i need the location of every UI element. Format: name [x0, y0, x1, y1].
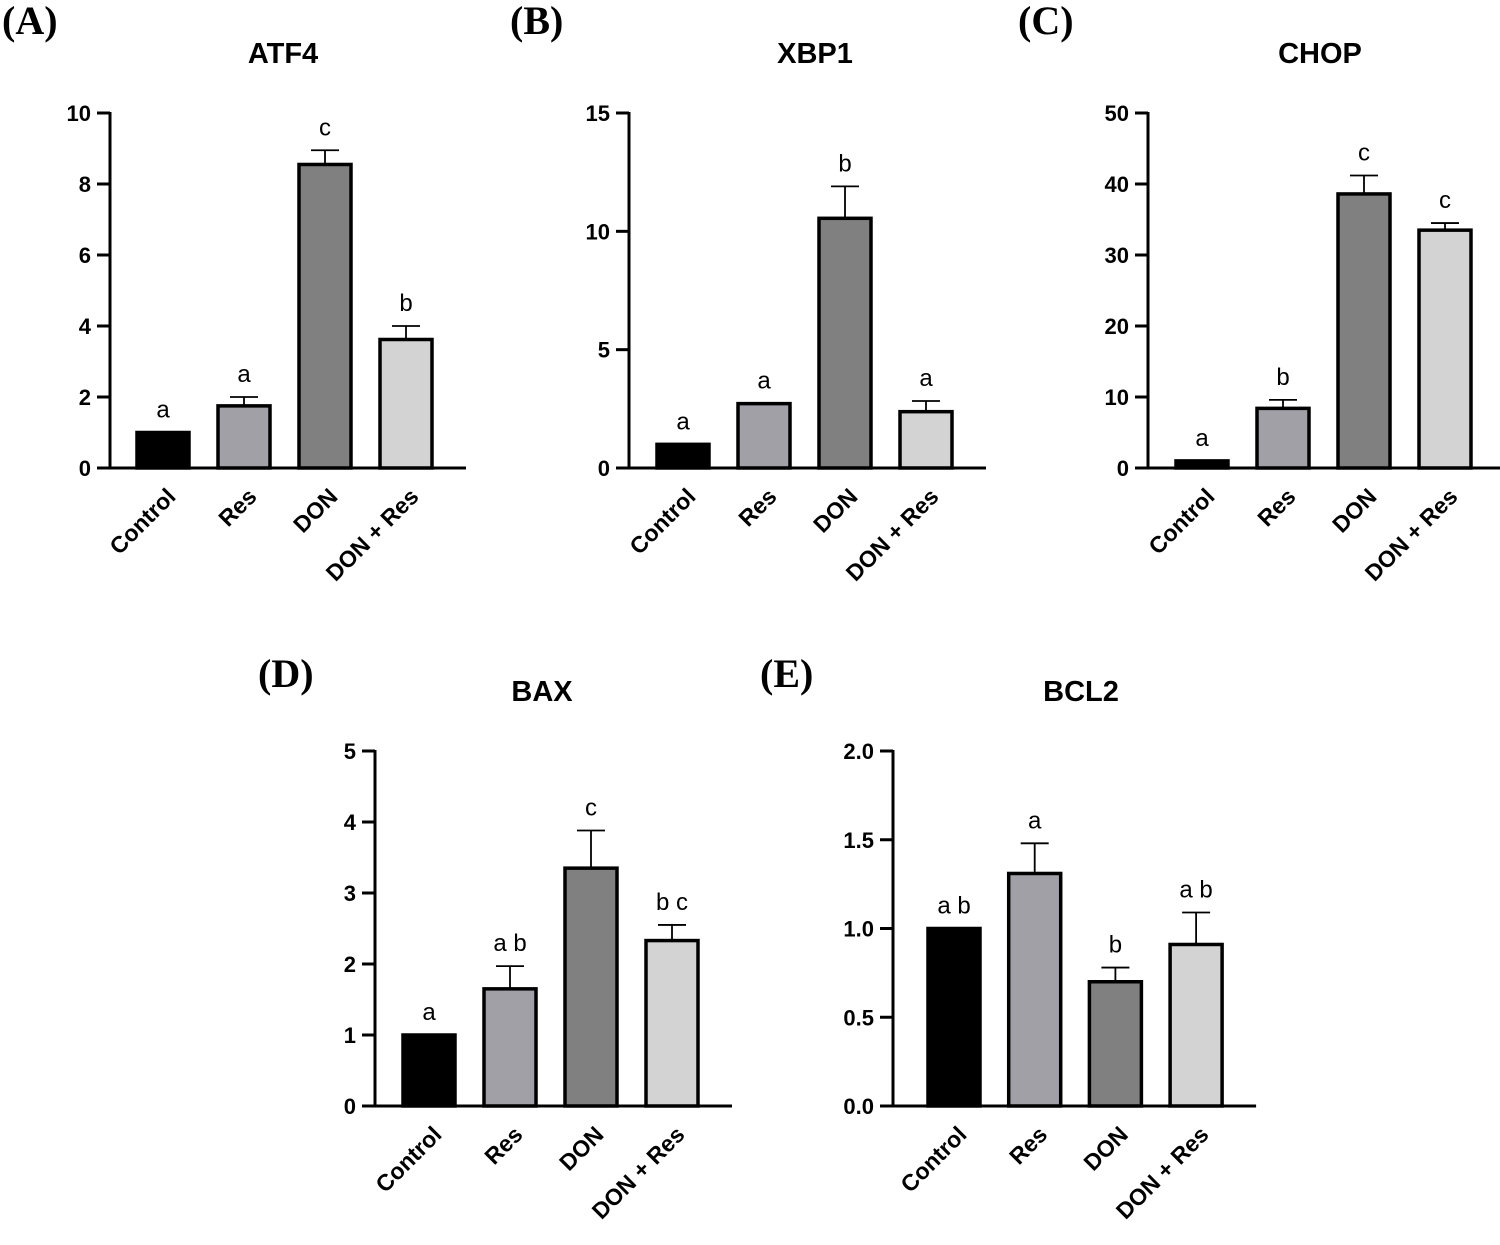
significance-label: c — [319, 114, 331, 141]
y-tick-label: 0 — [79, 456, 91, 481]
significance-label: b — [1109, 932, 1122, 959]
significance-label: a — [237, 361, 251, 388]
significance-label: a — [156, 397, 170, 424]
y-tick-label: 2.0 — [843, 739, 874, 764]
significance-label: b — [399, 290, 412, 317]
significance-label: c — [1439, 187, 1451, 214]
significance-label: b — [838, 150, 851, 177]
significance-label: a — [1028, 807, 1042, 834]
bar-don-res — [644, 938, 700, 1108]
bar-control — [655, 442, 711, 470]
bar-don — [1087, 980, 1144, 1108]
y-tick-label: 4 — [344, 810, 357, 835]
y-tick-label: 4 — [79, 314, 92, 339]
x-tick-label: Res — [213, 483, 261, 531]
significance-label: a — [919, 365, 933, 392]
bar-don-res — [898, 409, 954, 470]
y-tick-label: 50 — [1105, 101, 1129, 126]
y-tick-label: 8 — [79, 172, 91, 197]
bar-res — [1255, 406, 1311, 470]
bar-res — [482, 987, 538, 1108]
x-tick-label: DON — [554, 1121, 609, 1176]
panel-letter: (C) — [1018, 0, 1074, 43]
significance-label: a b — [1179, 877, 1212, 904]
x-tick-label: DON — [1327, 483, 1382, 538]
significance-label: a — [676, 408, 690, 435]
y-tick-label: 5 — [344, 739, 356, 764]
panel-letter: (A) — [2, 0, 58, 43]
bar-don-res — [378, 337, 434, 470]
y-tick-label: 10 — [586, 219, 610, 244]
x-tick-label: Control — [104, 483, 180, 559]
y-tick-label: 0 — [344, 1094, 356, 1119]
x-tick-label: Res — [1252, 483, 1300, 531]
chart-title: BAX — [511, 676, 573, 708]
bar-don — [297, 162, 353, 470]
x-tick-label: Res — [479, 1121, 527, 1169]
significance-label: a b — [937, 893, 970, 920]
bar-control — [401, 1033, 457, 1108]
bar-res — [736, 401, 792, 470]
chart-title: ATF4 — [248, 38, 318, 70]
significance-label: a b — [493, 930, 526, 957]
y-tick-label: 1 — [344, 1023, 356, 1048]
bar-don-res — [1417, 228, 1473, 470]
y-tick-label: 0.0 — [843, 1094, 874, 1119]
y-tick-label: 15 — [586, 101, 610, 126]
y-tick-label: 20 — [1105, 314, 1129, 339]
x-tick-label: Control — [370, 1121, 446, 1197]
significance-label: a — [757, 368, 771, 395]
y-tick-label: 2 — [344, 952, 356, 977]
bar-control — [926, 926, 982, 1108]
y-tick-label: 0 — [598, 456, 610, 481]
y-tick-label: 10 — [1105, 385, 1129, 410]
panel-letter: (E) — [760, 651, 813, 696]
y-tick-label: 10 — [67, 101, 91, 126]
y-tick-label: 30 — [1105, 243, 1129, 268]
x-tick-label: Control — [895, 1121, 971, 1197]
panel-letter: (B) — [510, 0, 563, 43]
bar-res — [216, 404, 272, 470]
x-tick-label: DON — [288, 483, 343, 538]
significance-label: a — [422, 999, 436, 1026]
y-tick-label: 1.5 — [843, 828, 874, 853]
y-tick-label: 0.5 — [843, 1005, 874, 1030]
chart-panel-bcl2: (E) BCL2 0.0 0.5 1.0 1.5 2.0 a b Control a Res b DON… — [760, 651, 1257, 1224]
bar-control — [135, 430, 191, 470]
y-tick-label: 3 — [344, 881, 356, 906]
y-tick-label: 6 — [79, 243, 91, 268]
significance-label: c — [585, 795, 597, 822]
bar-don — [1336, 192, 1392, 470]
x-tick-label: Control — [1143, 483, 1219, 559]
y-tick-label: 1.0 — [843, 917, 874, 942]
y-tick-label: 2 — [79, 385, 91, 410]
significance-label: b — [1276, 364, 1289, 391]
significance-label: c — [1358, 139, 1370, 166]
y-tick-label: 5 — [598, 338, 610, 363]
bar-control — [1174, 459, 1230, 470]
chart-title: BCL2 — [1043, 676, 1119, 708]
bar-don — [817, 216, 873, 470]
chart-title: XBP1 — [777, 38, 853, 70]
x-tick-label: Res — [733, 483, 781, 531]
x-tick-label: Res — [1004, 1121, 1052, 1169]
chart-title: CHOP — [1278, 38, 1362, 70]
panel-letter: (D) — [258, 651, 314, 696]
bar-res — [1006, 871, 1063, 1108]
significance-label: a — [1195, 425, 1209, 452]
significance-label: b c — [656, 889, 688, 916]
bar-don-res — [1168, 942, 1224, 1108]
y-tick-label: 40 — [1105, 172, 1129, 197]
x-tick-label: DON — [1078, 1121, 1133, 1176]
y-tick-label: 0 — [1117, 456, 1129, 481]
x-tick-label: DON — [808, 483, 863, 538]
x-tick-label: Control — [624, 483, 700, 559]
bar-don — [563, 866, 619, 1108]
